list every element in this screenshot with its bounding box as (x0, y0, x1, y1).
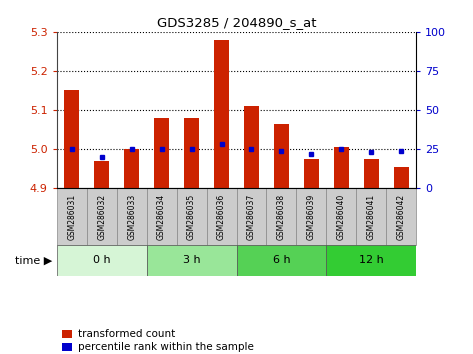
Text: time ▶: time ▶ (15, 256, 52, 266)
Text: 12 h: 12 h (359, 256, 384, 266)
Bar (147, 188, 176, 245)
Bar (87, 188, 117, 245)
Bar (176, 188, 207, 245)
Text: 3 h: 3 h (183, 256, 201, 266)
Bar (57, 245, 147, 276)
Bar (94, 161, 109, 188)
Bar (124, 149, 139, 188)
Bar (394, 167, 409, 188)
Bar (364, 159, 379, 188)
Bar (207, 188, 236, 245)
Text: 0 h: 0 h (93, 256, 111, 266)
Text: GSM286038: GSM286038 (277, 193, 286, 240)
Bar (236, 245, 326, 276)
Bar (64, 90, 79, 188)
Bar (334, 147, 349, 188)
Text: GSM286033: GSM286033 (127, 193, 136, 240)
Text: GSM286031: GSM286031 (67, 193, 76, 240)
Text: GSM286039: GSM286039 (307, 193, 316, 240)
Bar (244, 106, 259, 188)
Bar (184, 118, 199, 188)
Title: GDS3285 / 204890_s_at: GDS3285 / 204890_s_at (157, 16, 316, 29)
Bar (304, 159, 319, 188)
Bar (297, 188, 326, 245)
Text: GSM286035: GSM286035 (187, 193, 196, 240)
Text: GSM286034: GSM286034 (157, 193, 166, 240)
Bar (356, 188, 386, 245)
Bar (214, 40, 229, 188)
Text: 6 h: 6 h (272, 256, 290, 266)
Bar (57, 188, 87, 245)
Bar (117, 188, 147, 245)
Text: GSM286037: GSM286037 (247, 193, 256, 240)
Text: GSM286041: GSM286041 (367, 193, 376, 240)
Bar (236, 188, 266, 245)
Bar (266, 188, 297, 245)
Bar (326, 188, 356, 245)
Bar (326, 245, 416, 276)
Text: GSM286036: GSM286036 (217, 193, 226, 240)
Bar (147, 245, 236, 276)
Legend: transformed count, percentile rank within the sample: transformed count, percentile rank withi… (62, 329, 254, 352)
Text: GSM286042: GSM286042 (397, 193, 406, 240)
Bar (274, 124, 289, 188)
Bar (154, 118, 169, 188)
Text: GSM286040: GSM286040 (337, 193, 346, 240)
Bar (386, 188, 416, 245)
Text: GSM286032: GSM286032 (97, 193, 106, 240)
